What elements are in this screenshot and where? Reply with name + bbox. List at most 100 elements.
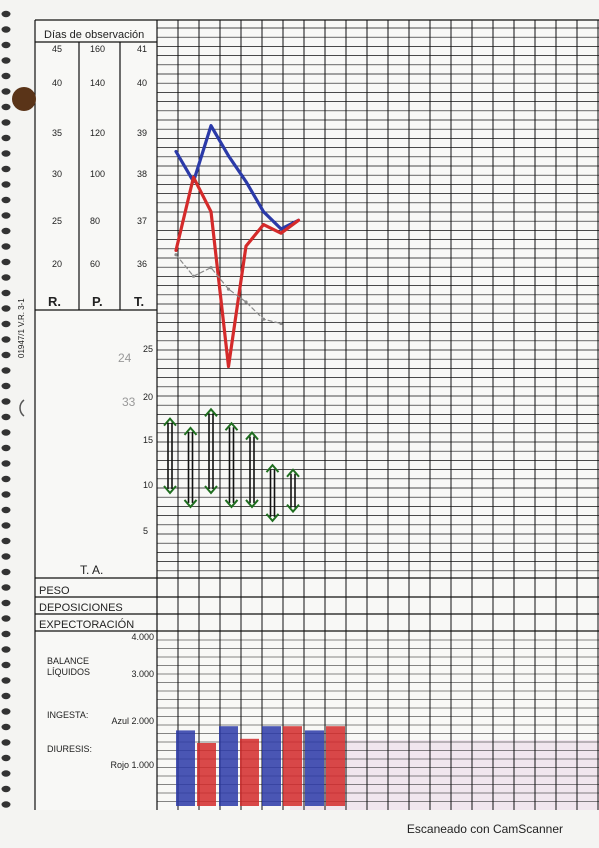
spiral-dot [2,228,11,234]
spiral-dot [2,212,11,218]
series-red-point [297,219,299,221]
spiral-dot [2,584,11,590]
spiral-dot [2,321,11,327]
bar-diuresis [240,739,259,806]
bar-ingesta [305,730,324,806]
scale-label: 36 [137,259,147,269]
spiral-dot [2,429,11,435]
bar-diuresis [283,726,302,806]
series-red-point [192,176,194,178]
spiral-dot [2,259,11,265]
spiral-dot [2,73,11,79]
diuresis-label: DIURESIS: [47,744,92,754]
spiral-dot [2,11,11,17]
spiral-dot [2,724,11,730]
bar-diuresis [326,726,345,806]
spiral-dot [2,243,11,249]
series-red-point [262,223,264,225]
spiral-dot [2,88,11,94]
col-label-r: R. [48,294,61,309]
side-code: 01947/1 V.R. 3-1 [17,298,26,358]
scale-label: 120 [90,128,105,138]
series-grey-point [227,288,230,291]
spiral-dot [2,538,11,544]
liquid-label: Azul 2.000 [111,716,154,726]
spiral-dot [2,755,11,761]
spiral-dot [2,646,11,652]
spiral-dot [2,770,11,776]
scale-label: 100 [90,169,105,179]
scale-label: 40 [52,78,62,88]
ta-label: 20 [143,392,153,402]
spiral-dot [2,398,11,404]
spiral-dot [2,600,11,606]
scale-label: 38 [137,169,147,179]
scale-label: 30 [52,169,62,179]
bar-diuresis [197,743,216,806]
bar-ingesta [262,726,281,806]
spiral-dot [2,569,11,575]
spiral-dot [2,57,11,63]
scale-label: 40 [137,78,147,88]
spiral-dot [2,383,11,389]
ta-label: 5 [143,526,148,536]
spiral-dot [2,290,11,296]
scale-label: 41 [137,44,147,54]
col-label-p: P. [92,294,103,309]
note-33: 33 [122,395,136,409]
ta-label: 10 [143,480,153,490]
spiral-dot [2,26,11,32]
scale-label: 20 [52,259,62,269]
spiral-dot [2,42,11,48]
row-peso: PESO [39,585,70,597]
spiral-dot [2,615,11,621]
spiral-dot [2,553,11,559]
spiral-dot [2,197,11,203]
series-grey-point [279,322,282,325]
series-blue-point [262,211,264,213]
scale-label: 35 [52,128,62,138]
liquidos-label: LÍQUIDOS [47,667,90,677]
spiral-dot [2,677,11,683]
row-expectoracion: EXPECTORACIÓN [39,618,134,631]
series-red-point [175,249,177,251]
spiral-dot [2,460,11,466]
scale-label: 39 [137,128,147,138]
days-header: Días de observación [44,29,144,41]
ta-label: 15 [143,435,153,445]
scale-label: 45 [52,44,62,54]
spiral-dot [2,522,11,528]
col-label-t: T. [134,294,144,309]
scale-label: 160 [90,44,105,54]
spiral-dot [2,708,11,714]
spiral-dot [2,166,11,172]
bar-ingesta [219,726,238,806]
series-blue-point [210,125,212,127]
spiral-dot [2,414,11,420]
series-grey-point [262,318,265,321]
series-red-point [245,245,247,247]
spiral-dot [2,739,11,745]
scanner-footer: Escaneado con CamScanner [0,822,563,836]
scale-label: 60 [90,259,100,269]
hole-punch [12,87,36,111]
series-grey-point [174,253,177,256]
scale-label: 37 [137,216,147,226]
series-red-point [210,211,212,213]
series-grey-point [244,300,247,303]
liquid-label: 4.000 [131,632,154,642]
spiral-dot [2,181,11,187]
spiral-dot [2,693,11,699]
scale-label: 140 [90,78,105,88]
spiral-dot [2,491,11,497]
spiral-dot [2,662,11,668]
balance-label: BALANCE [47,656,89,666]
spiral-dot [2,476,11,482]
series-blue-point [280,228,282,230]
ta-label: 25 [143,344,153,354]
spiral-dot [2,445,11,451]
spiral-dot [2,305,11,311]
series-blue-point [245,180,247,182]
spiral-dot [2,631,11,637]
spiral-dot [2,150,11,156]
